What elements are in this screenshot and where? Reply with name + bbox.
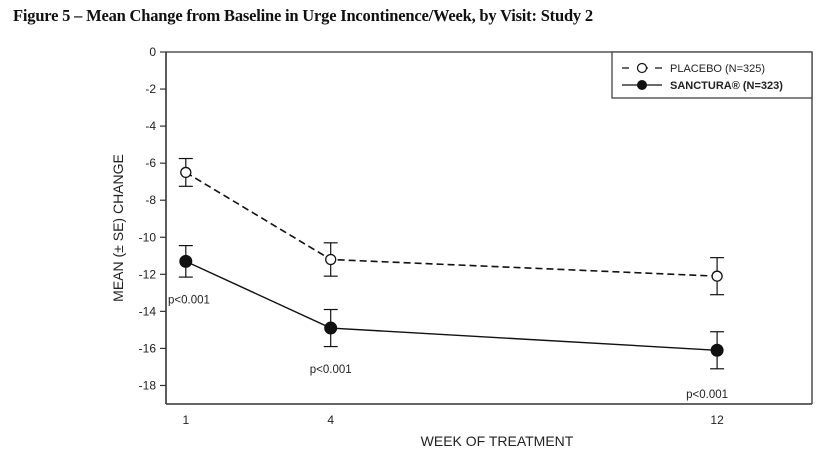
y-tick-label: -12: [139, 267, 157, 281]
y-tick-label: -6: [145, 156, 156, 170]
data-point: [710, 343, 724, 357]
p-value-label: p<0.001: [686, 389, 728, 401]
legend: PLACEBO (N=325) SANCTURA® (N=323): [611, 51, 813, 99]
legend-label: SANCTURA® (N=323): [670, 80, 783, 92]
y-tick-label: -18: [139, 378, 157, 392]
y-tick-label: -8: [145, 193, 156, 207]
series-placebo: [178, 157, 725, 296]
data-point: [179, 254, 193, 268]
legend-box: [611, 51, 813, 99]
legend-label: PLACEBO (N=325): [670, 63, 765, 75]
y-tick-label: -14: [139, 304, 157, 318]
figure-title: Figure 5 – Mean Change from Baseline in …: [13, 6, 593, 25]
legend-marker: [636, 62, 648, 74]
p-value-label: p<0.001: [168, 294, 210, 306]
x-axis-title: WEEK OF TREATMENT: [421, 433, 574, 449]
data-point: [324, 321, 338, 335]
y-axis-title: MEAN (± SE) CHANGE: [110, 154, 126, 302]
x-tick-label: 4: [327, 413, 334, 427]
series-line: [185, 260, 718, 351]
legend-item: PLACEBO (N=325): [622, 62, 765, 75]
data-point: [180, 166, 192, 179]
x-tick-label: 1: [182, 413, 189, 427]
y-tick-label: -10: [139, 230, 157, 244]
y-axis: 0 -2 -4 -6 -8 -10 -12 -14 -16 -18: [139, 45, 166, 392]
data-point: [711, 270, 723, 282]
series-sanctura: [178, 245, 725, 370]
legend-item: SANCTURA® (N=323): [622, 80, 783, 92]
series-line: [185, 171, 718, 277]
y-tick-label: -16: [139, 341, 157, 355]
y-tick-label: -4: [145, 119, 156, 133]
annotations: p<0.001 p<0.001 p<0.001: [168, 294, 728, 401]
p-value-label: p<0.001: [310, 364, 352, 376]
data-point: [325, 253, 337, 266]
legend-marker: [637, 80, 647, 90]
x-axis: 1 4 12: [182, 413, 724, 427]
x-tick-label: 12: [710, 413, 724, 427]
y-tick-label: -2: [145, 82, 156, 96]
y-tick-label: 0: [149, 45, 156, 59]
series-group: [178, 157, 725, 370]
